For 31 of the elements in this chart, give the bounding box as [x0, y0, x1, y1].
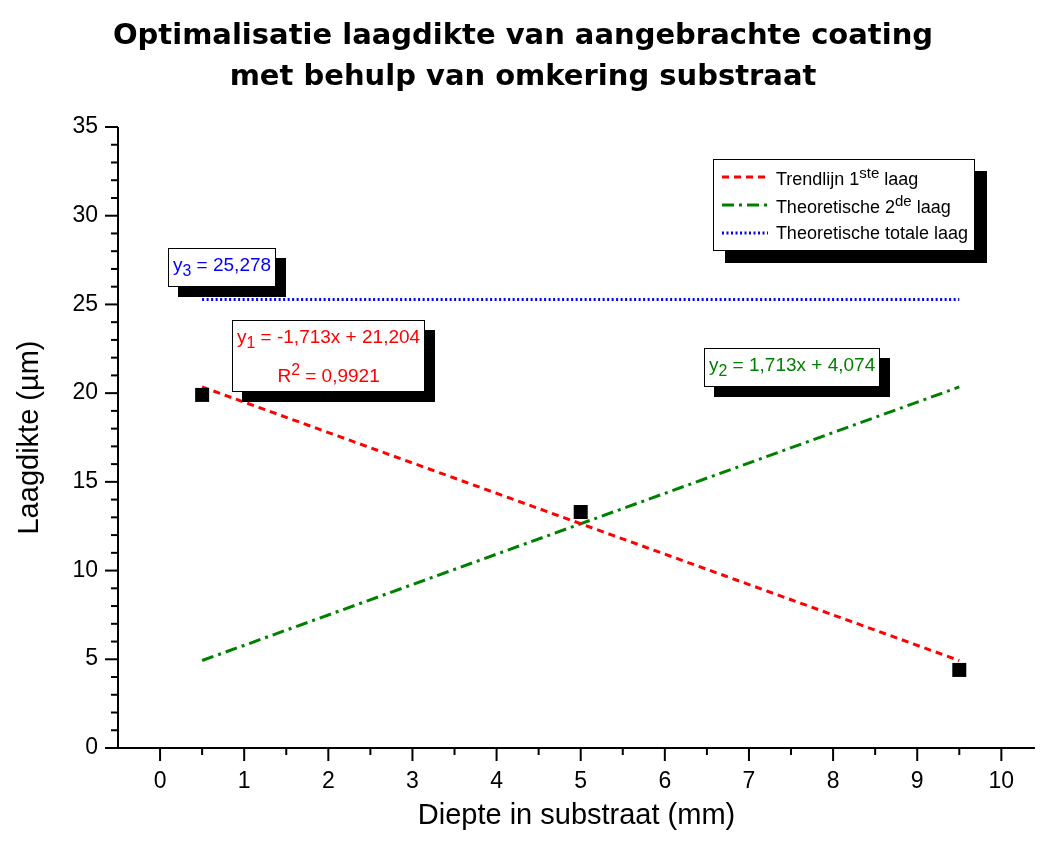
- point: [952, 662, 967, 677]
- x-tick-label: 3: [406, 767, 419, 794]
- legend-label: Theoretische 2$^{de}$ laag: [775, 192, 951, 218]
- y-axis-title: Laagdikte (µm): [11, 340, 44, 535]
- x-tick-label: 8: [826, 767, 840, 794]
- x-axis-title: Diepte in substraat (mm): [417, 798, 736, 830]
- x-tick-label: 10: [988, 767, 1015, 794]
- x-tick-label: 1: [237, 767, 251, 794]
- point: [573, 505, 588, 520]
- legend-label: Theoretische totale laag: [775, 222, 968, 244]
- y-tick-label: 15: [72, 466, 98, 493]
- y-tick-label: 25: [72, 289, 98, 316]
- x-tick-label: 0: [153, 767, 167, 794]
- y-tick-label: 30: [72, 200, 98, 227]
- annotation: y$_{3}$ = 25,278: [173, 254, 272, 279]
- y-tick-label: 10: [72, 555, 98, 582]
- x-tick-label: 2: [321, 767, 335, 794]
- annotation: y$_{2}$ = 1,713x + 4,074: [709, 354, 876, 379]
- y-tick-label: 35: [72, 112, 98, 139]
- y-tick-label: 0: [85, 733, 98, 760]
- annotation: y$_{1}$ = -1,713x + 21,204 R$^{2}$ = 0,9921: [237, 326, 421, 387]
- x-tick-label: 9: [910, 767, 924, 794]
- x-tick-label: 5: [574, 767, 588, 794]
- legend-label: Trendlijn 1$^{ste}$ laag: [775, 164, 919, 190]
- y-tick-label: 20: [72, 378, 98, 405]
- chart-title: Optimalisatie laagdikte van aangebrachte coating met behulp van omkering substraat: [112, 17, 934, 92]
- x-tick-label: 7: [742, 767, 756, 794]
- x-tick-label: 4: [490, 767, 504, 794]
- y-tick-label: 5: [85, 644, 98, 671]
- point: [195, 387, 210, 402]
- x-tick-label: 6: [658, 767, 672, 794]
